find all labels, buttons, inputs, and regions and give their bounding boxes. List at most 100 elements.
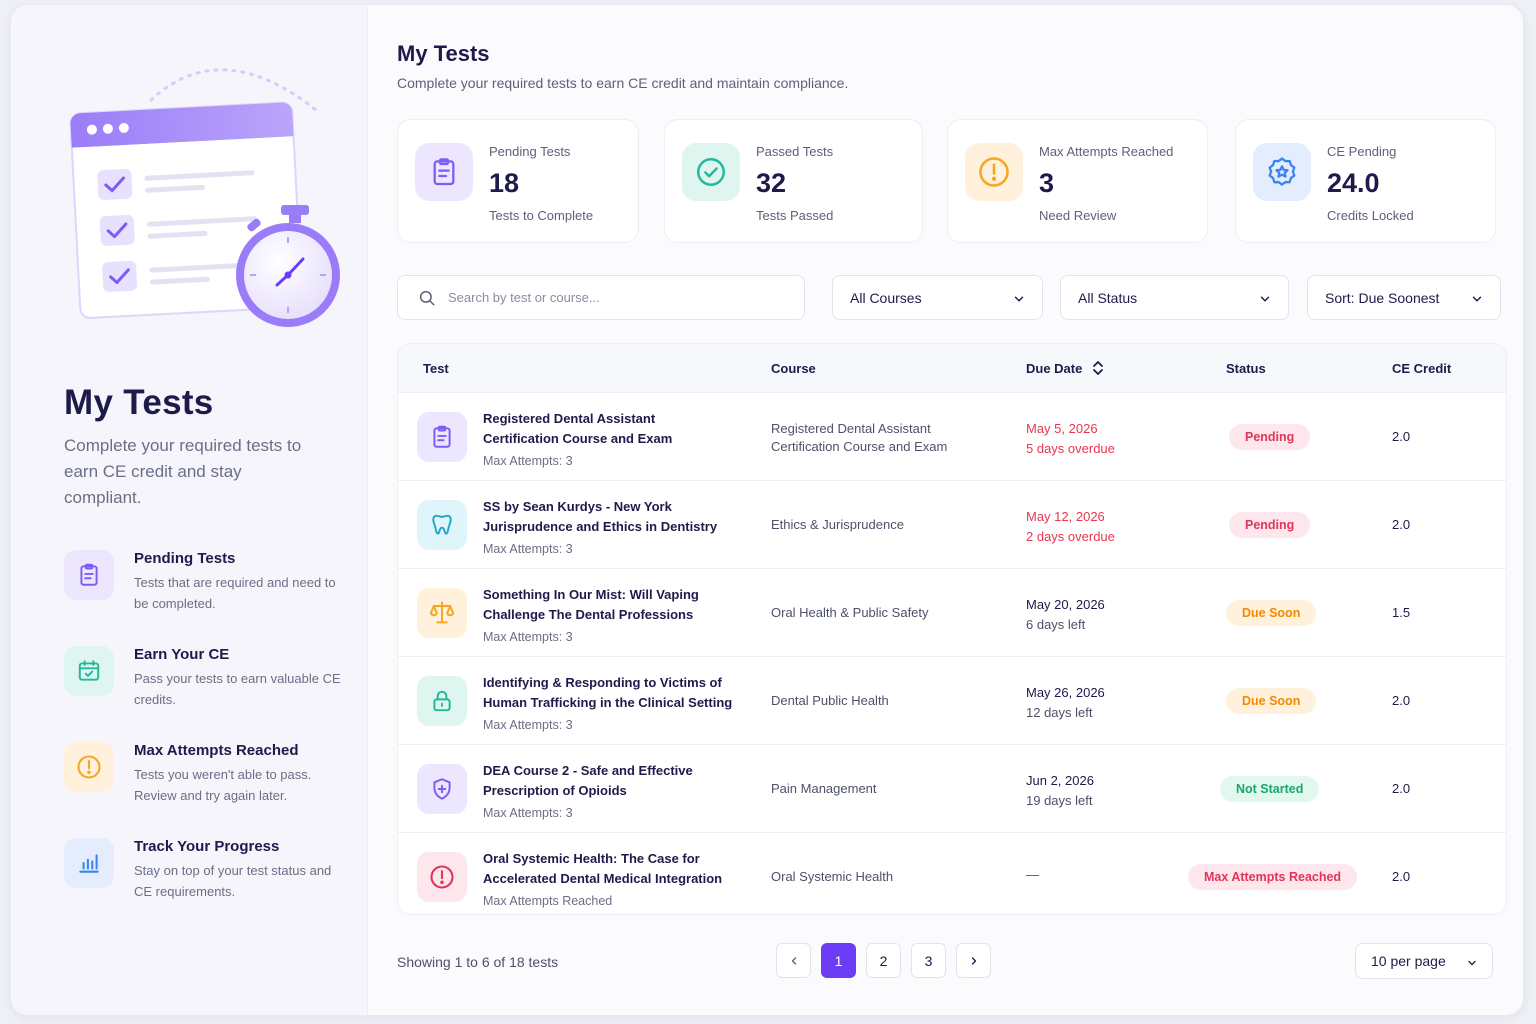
due-date: May 26, 2026 <box>1026 685 1105 700</box>
table-row[interactable]: Identifying & Responding to Victims of H… <box>398 656 1506 744</box>
due-relative: 12 days left <box>1026 705 1093 720</box>
column-header-ce-credit[interactable]: CE Credit <box>1392 361 1452 376</box>
chevron-down-icon <box>1014 296 1024 302</box>
course-name: Registered Dental Assistant Certificatio… <box>771 421 948 454</box>
chevron-left-icon <box>791 956 796 965</box>
clipboard-icon <box>64 550 114 600</box>
test-name-link[interactable]: Identifying & Responding to Victims of H… <box>483 675 733 710</box>
ce-credit-value: 2.0 <box>1392 781 1411 796</box>
stat-label: Pending Tests <box>489 144 571 159</box>
scales-icon <box>417 588 467 638</box>
course-name: Dental Public Health <box>771 693 889 708</box>
stat-value: 18 <box>489 168 520 198</box>
status-filter-dropdown[interactable]: All Status <box>1060 275 1289 320</box>
search-box[interactable] <box>397 275 805 320</box>
column-header-due-date[interactable]: Due Date <box>1026 361 1104 376</box>
test-name-link[interactable]: SS by Sean Kurdys - New York Jurispruden… <box>483 499 718 534</box>
test-attempts: Max Attempts: 3 <box>483 718 573 732</box>
course-name: Pain Management <box>771 781 877 796</box>
column-header-course[interactable]: Course <box>771 361 816 376</box>
table-row[interactable]: Registered Dental Assistant Certificatio… <box>398 392 1506 480</box>
stat-value: 24.0 <box>1327 168 1380 198</box>
feature-title: Max Attempts Reached <box>134 742 299 759</box>
feature-desc: Tests you weren't able to pass. Review a… <box>134 767 312 803</box>
per-page-dropdown[interactable]: 10 per page <box>1355 943 1493 979</box>
stat-note: Credits Locked <box>1327 208 1414 223</box>
status-badge: Pending <box>1229 424 1311 450</box>
table-row[interactable]: Oral Systemic Health: The Case for Accel… <box>398 832 1506 914</box>
sort-label: Sort: <box>1325 289 1355 306</box>
feature-desc: Stay on top of your test status and CE r… <box>134 863 332 899</box>
test-name-link[interactable]: Registered Dental Assistant Certificatio… <box>483 411 673 446</box>
course-filter-dropdown[interactable]: All Courses <box>832 275 1043 320</box>
ce-credit-value: 2.0 <box>1392 693 1411 708</box>
course-name: Oral Systemic Health <box>771 869 894 884</box>
page-title: My Tests <box>397 41 490 66</box>
tests-table: Test Course Due Date Status CE Credit Re… <box>397 343 1507 915</box>
stat-card-ce-pending: CE Pending 24.0 Credits Locked <box>1235 119 1496 243</box>
main-content: My Tests Complete your required tests to… <box>397 5 1507 1015</box>
page-subtitle: Complete your required tests to earn CE … <box>397 75 849 91</box>
test-name-link[interactable]: Something In Our Mist: Will Vaping Chall… <box>483 587 699 622</box>
page-button-2[interactable]: 2 <box>866 943 901 978</box>
due-date: Jun 2, 2026 <box>1026 773 1094 788</box>
sort-icon[interactable] <box>1092 361 1104 375</box>
lock-icon <box>417 676 467 726</box>
ce-credit-value: 2.0 <box>1392 517 1411 532</box>
stat-label: CE Pending <box>1327 144 1397 159</box>
filter-bar: All Courses All Status Sort: Due Soonest <box>397 275 1507 320</box>
bar-chart-icon <box>64 838 114 888</box>
table-header: Test Course Due Date Status CE Credit <box>398 344 1506 392</box>
tests-illustration <box>69 68 340 327</box>
due-relative: 5 days overdue <box>1026 441 1115 456</box>
stat-label: Passed Tests <box>756 144 834 159</box>
table-row[interactable]: SS by Sean Kurdys - New York Jurispruden… <box>398 480 1506 568</box>
chevron-down-icon <box>1472 296 1482 302</box>
chevron-down-icon <box>1260 296 1270 302</box>
feature-title: Pending Tests <box>134 550 236 567</box>
stat-note: Need Review <box>1039 208 1117 223</box>
column-header-test[interactable]: Test <box>423 361 449 376</box>
clipboard-icon <box>415 143 473 201</box>
feature-title: Track Your Progress <box>134 838 280 855</box>
feature-max-attempts: Max Attempts Reached Tests you weren't a… <box>64 742 354 812</box>
page-button-1[interactable]: 1 <box>821 943 856 978</box>
due-relative: 6 days left <box>1026 617 1086 632</box>
due-date: May 12, 2026 <box>1026 509 1105 524</box>
test-name-link[interactable]: DEA Course 2 - Safe and Effective Prescr… <box>483 763 693 798</box>
chevron-right-icon <box>971 956 976 965</box>
check-circle-icon <box>682 143 740 201</box>
stat-label: Max Attempts Reached <box>1039 144 1174 159</box>
due-relative: 2 days overdue <box>1026 529 1115 544</box>
table-row[interactable]: DEA Course 2 - Safe and Effective Prescr… <box>398 744 1506 832</box>
clipboard-icon <box>417 412 467 462</box>
sort-value: Due Soonest <box>1358 289 1440 306</box>
column-header-status[interactable]: Status <box>1226 361 1266 376</box>
table-row[interactable]: Something In Our Mist: Will Vaping Chall… <box>398 568 1506 656</box>
table-footer: Showing 1 to 6 of 18 tests 1 2 3 10 per … <box>397 943 1507 979</box>
status-badge: Pending <box>1229 512 1311 538</box>
alert-icon <box>965 143 1023 201</box>
feature-earn-ce: Earn Your CE Pass your tests to earn val… <box>64 646 354 716</box>
test-attempts: Max Attempts: 3 <box>483 806 573 820</box>
course-name: Oral Health & Public Safety <box>771 605 929 620</box>
tooth-icon <box>417 500 467 550</box>
due-date-header-label: Due Date <box>1026 361 1083 376</box>
previous-page-button[interactable] <box>776 943 811 978</box>
next-page-button[interactable] <box>956 943 991 978</box>
results-count: Showing 1 to 6 of 18 tests <box>397 954 559 970</box>
course-filter-value: All Courses <box>850 289 922 306</box>
calendar-icon <box>64 646 114 696</box>
due-date: May 20, 2026 <box>1026 597 1105 612</box>
course-name: Ethics & Jurisprudence <box>771 517 904 532</box>
test-name-link[interactable]: Oral Systemic Health: The Case for Accel… <box>483 851 723 886</box>
feature-desc: Tests that are required and need to be c… <box>134 575 336 611</box>
sort-dropdown[interactable]: Sort: Due Soonest <box>1307 275 1501 320</box>
stat-note: Tests to Complete <box>489 208 594 223</box>
search-input[interactable] <box>448 276 788 319</box>
alert-icon <box>417 852 467 902</box>
sidebar-subtitle: Complete your required tests to earn CE … <box>64 436 302 507</box>
stat-value: 3 <box>1039 168 1055 198</box>
page-button-3[interactable]: 3 <box>911 943 946 978</box>
app-frame: My Tests Complete your required tests to… <box>10 4 1524 1016</box>
